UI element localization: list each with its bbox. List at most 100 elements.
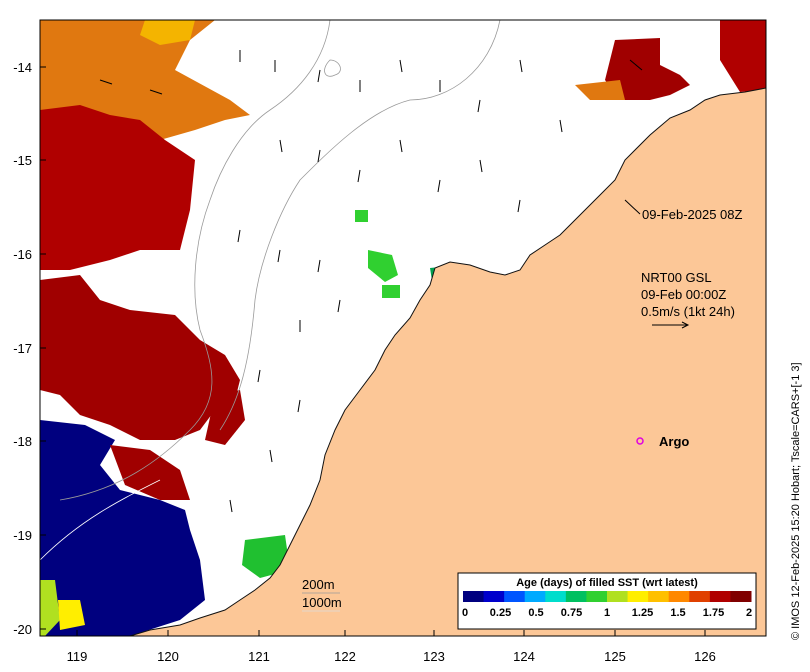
colorbar-swatches	[463, 591, 752, 602]
sst-patch-yellow	[140, 20, 195, 45]
colorbar-swatch	[668, 591, 690, 602]
current-vector	[99, 79, 113, 85]
current-vector	[477, 99, 481, 113]
x-ticks	[76, 630, 706, 636]
y-tick-labels: -14 -15 -16 -17 -18 -19 -20	[13, 60, 32, 637]
x-tick-labels: 119 120 121 122 123 124 125 126	[67, 649, 716, 664]
colorbar-swatch	[524, 591, 546, 602]
y-ticks	[40, 66, 46, 630]
current-scale-label: 0.5m/s (1kt 24h)	[641, 304, 735, 319]
current-vector	[297, 399, 301, 413]
colorbar-swatch	[648, 591, 670, 602]
current-vector	[237, 229, 241, 243]
colorbar-swatch	[627, 591, 649, 602]
sst-patch-yellowgreen-sw	[40, 580, 60, 636]
depth-1000-label: 1000m	[302, 595, 342, 610]
colorbar-tick-label: 0.75	[561, 607, 582, 619]
sst-patch-darkred-ne2	[720, 20, 766, 92]
current-vector	[559, 119, 563, 133]
depth-contours	[39, 19, 501, 561]
colorbar-title: Age (days) of filled SST (wrt latest)	[516, 577, 698, 589]
colorbar-tick-label: 1.75	[703, 607, 724, 619]
colorbar-swatch	[586, 591, 608, 602]
sst-patch-yellow-sw	[58, 600, 85, 630]
sst-patch-orange-ne	[575, 80, 625, 100]
y-tick-label: -14	[13, 60, 32, 75]
current-vector	[269, 449, 273, 463]
current-vector	[629, 59, 643, 71]
current-vector	[317, 149, 321, 163]
depth-200-label: 200m	[302, 577, 335, 592]
y-tick-label: -19	[13, 528, 32, 543]
y-tick-label: -17	[13, 341, 32, 356]
x-tick-label: 125	[604, 649, 626, 664]
colorbar-tick-label: 0.5	[528, 607, 543, 619]
x-tick-label: 122	[334, 649, 356, 664]
current-vector	[399, 139, 403, 153]
colorbar-swatch	[689, 591, 711, 602]
x-tick-label: 119	[67, 649, 88, 664]
colorbar-tick-label: 1.25	[632, 607, 653, 619]
colorbar-tick-label: 0.25	[490, 607, 511, 619]
colorbar-swatch	[607, 591, 629, 602]
current-vector	[257, 369, 261, 383]
current-vector	[277, 249, 281, 263]
current-vector	[337, 299, 341, 313]
sst-patch-green-sm2	[382, 285, 400, 298]
current-scale-arrow	[652, 321, 690, 329]
colorbar-swatch	[463, 591, 485, 602]
current-vector	[149, 89, 163, 95]
current-date: 09-Feb 00:00Z	[641, 287, 727, 302]
sst-age-patches	[40, 20, 766, 636]
credit-text: © IMOS 12-Feb-2025 15:20 Hobart; Tscale=…	[790, 362, 802, 640]
current-vector	[317, 69, 321, 83]
y-tick-label: -16	[13, 247, 32, 262]
plot-frame	[39, 19, 767, 637]
current-vector	[229, 499, 233, 513]
x-tick-label: 120	[157, 649, 179, 664]
time-label-pointer	[624, 199, 641, 215]
colorbar-swatch	[709, 591, 731, 602]
current-vector	[519, 59, 523, 73]
sst-patch-darkred-bottom	[110, 445, 190, 500]
y-tick-label: -20	[13, 622, 32, 637]
colorbar-swatch	[565, 591, 587, 602]
land-australia	[129, 87, 767, 637]
x-tick-label: 124	[513, 649, 535, 664]
colorbar-tick-label: 2	[746, 607, 752, 619]
sst-patch-darkred-mid2	[205, 390, 245, 445]
y-tick-label: -15	[13, 153, 32, 168]
y-tick-label: -18	[13, 434, 32, 449]
argo-label: Argo	[659, 434, 690, 449]
colorbar-tick-label: 1.5	[670, 607, 685, 619]
current-vector	[357, 169, 361, 183]
current-title: NRT00 GSL	[641, 270, 712, 285]
time-label: 09-Feb-2025 08Z	[642, 207, 743, 222]
current-vector	[517, 199, 521, 213]
colorbar-tick-label: 0	[462, 607, 468, 619]
colorbar-swatch	[483, 591, 505, 602]
current-vector	[279, 139, 283, 153]
current-vector	[479, 159, 483, 173]
current-vector	[437, 179, 441, 193]
colorbar-swatch	[504, 591, 526, 602]
colorbar-ticks: 0 0.25 0.5 0.75 1 1.25 1.5 1.75 2	[462, 607, 752, 619]
sst-patch-darkred-top	[40, 105, 195, 270]
colorbar-swatch	[545, 591, 567, 602]
sst-patch-green-bay2	[368, 250, 398, 282]
sst-patch-darkred-mid	[40, 275, 240, 440]
sst-patch-navy	[40, 420, 205, 636]
x-tick-label: 126	[694, 649, 716, 664]
argo-marker	[636, 437, 644, 445]
current-vector	[399, 59, 403, 73]
current-vector	[317, 259, 321, 273]
colorbar-tick-label: 1	[604, 607, 610, 619]
colorbar-swatch	[730, 591, 752, 602]
x-tick-label: 121	[248, 649, 270, 664]
sst-patch-green-sm	[355, 210, 368, 222]
sst-patch-darkred-ne	[605, 38, 690, 100]
current-vectors	[99, 50, 643, 513]
x-tick-label: 123	[423, 649, 445, 664]
